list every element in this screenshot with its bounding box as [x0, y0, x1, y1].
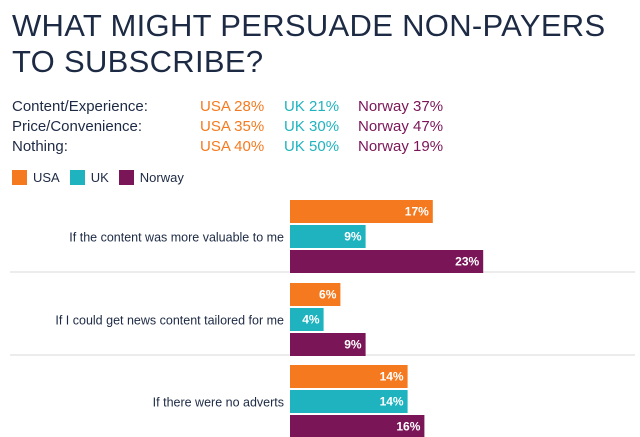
summary-uk-value: UK 21% [284, 98, 340, 115]
summary-label: Price/Convenience: [12, 118, 143, 135]
legend-item-uk: UK [69, 169, 109, 185]
category-label-1: If the content was more valuable to me [69, 231, 284, 245]
summary-row-content: Content/Experience: USA 28% UK 21% Norwa… [12, 97, 632, 117]
bar-label-norway-1: 23% [455, 255, 479, 269]
summary-usa-value: USA 28% [200, 98, 265, 115]
legend-swatch-norway [118, 169, 134, 185]
bar-usa-1 [290, 200, 433, 223]
summary-table: Content/Experience: USA 28% UK 21% Norwa… [12, 97, 632, 157]
summary-norway-value: Norway 47% [358, 118, 444, 135]
summary-usa-value: USA 35% [200, 118, 265, 135]
category-label-2: If I could get news content tailored for… [55, 314, 284, 328]
summary-label: Nothing: [12, 138, 68, 155]
bar-label-usa-2: 6% [319, 288, 337, 302]
legend-label-uk: UK [90, 169, 109, 185]
bar-usa-3 [290, 365, 408, 388]
bar-norway-1 [290, 250, 484, 273]
bar-label-uk-3: 14% [380, 395, 404, 409]
summary-usa-value: USA 40% [200, 138, 265, 155]
legend-swatch-uk [69, 169, 85, 185]
bar-uk-2 [290, 308, 324, 331]
chart-legend: USA UK Norway [12, 168, 194, 186]
summary-label: Content/Experience: [12, 98, 148, 115]
summary-norway-value: Norway 19% [358, 138, 444, 155]
bar-uk-1 [290, 225, 366, 248]
bar-usa-2 [290, 283, 341, 306]
bar-uk-3 [290, 390, 408, 413]
summary-row-nothing: Nothing: USA 40% UK 50% Norway 19% [12, 137, 632, 157]
summary-uk-value: UK 50% [284, 138, 340, 155]
bar-label-usa-1: 17% [405, 205, 429, 219]
bar-label-uk-2: 4% [302, 313, 320, 327]
summary-row-price: Price/Convenience: USA 35% UK 30% Norway… [12, 117, 632, 137]
bar-label-norway-3: 16% [396, 420, 420, 434]
summary-norway-value: Norway 37% [358, 98, 444, 115]
bar-label-norway-2: 9% [344, 338, 362, 352]
bar-label-uk-1: 9% [344, 230, 362, 244]
chart-title: WHAT MIGHT PERSUADE NON-PAYERS TO SUBSCR… [12, 8, 606, 79]
bar-norway-3 [290, 415, 425, 437]
legend-swatch-usa [12, 169, 27, 185]
legend-label-norway: Norway [139, 169, 184, 185]
bar-label-usa-3: 14% [380, 370, 404, 384]
summary-uk-value: UK 30% [284, 118, 340, 135]
legend-item-norway: Norway [118, 169, 184, 185]
legend-item-usa: USA [12, 169, 60, 185]
category-label-3: If there were no adverts [153, 396, 284, 410]
bar-chart: 17% 9% 23% If the content was more valuable… [10, 200, 635, 437]
bar-norway-2 [290, 333, 366, 356]
legend-label-usa: USA [33, 169, 60, 185]
